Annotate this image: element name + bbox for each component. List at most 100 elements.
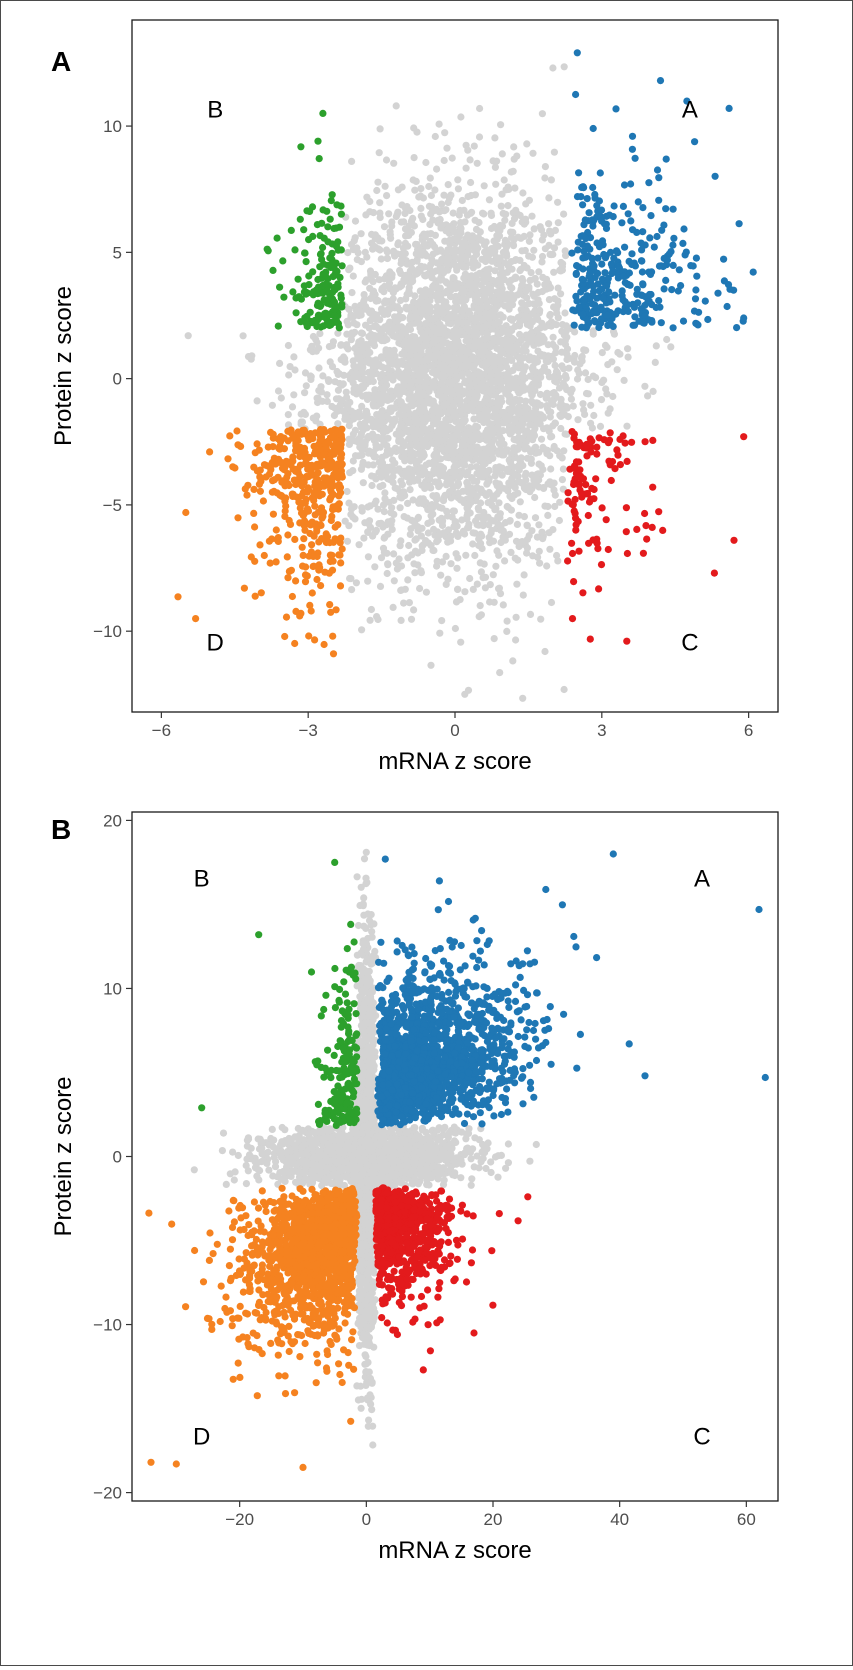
data-point-group-d <box>318 514 326 522</box>
data-point-group-c <box>568 549 577 558</box>
data-point-other <box>450 360 458 369</box>
data-point-other <box>576 360 584 368</box>
data-point-other <box>520 367 528 375</box>
data-point-other <box>440 362 448 370</box>
data-point-other <box>288 403 297 411</box>
data-point-group-a <box>646 234 654 242</box>
data-point-other <box>455 489 463 497</box>
data-point-group-c <box>572 526 580 534</box>
data-point-other <box>533 355 541 363</box>
data-point-group-d <box>283 553 291 561</box>
data-point-other <box>479 450 487 458</box>
data-point-group-c <box>604 439 613 447</box>
data-point-other <box>412 240 420 248</box>
data-point-group-b <box>291 246 299 254</box>
data-point-group-d <box>290 476 298 484</box>
data-point-group-c <box>571 495 579 504</box>
data-point-other <box>439 469 447 477</box>
data-point-other <box>464 481 472 489</box>
data-point-other <box>385 518 393 527</box>
data-point-group-d <box>291 639 299 648</box>
data-point-other <box>462 453 470 461</box>
data-point-other <box>535 521 543 529</box>
data-point-other <box>485 367 493 375</box>
data-point-group-a <box>612 105 620 113</box>
data-point-other <box>402 295 410 303</box>
data-point-group-a <box>639 280 647 288</box>
data-point-group-a <box>652 303 660 312</box>
data-point-other <box>384 560 392 568</box>
data-point-other <box>462 141 470 149</box>
data-point-group-a <box>679 239 687 247</box>
data-point-group-b <box>337 210 345 218</box>
data-point-group-a <box>631 313 639 321</box>
data-point-other <box>458 247 466 255</box>
data-point-group-a <box>680 225 688 233</box>
data-point-other <box>460 288 468 297</box>
data-point-group-d <box>292 467 300 475</box>
data-point-other <box>469 354 477 362</box>
data-point-other <box>350 237 358 245</box>
data-point-other <box>473 406 481 414</box>
data-point-other <box>455 473 463 481</box>
data-point-other <box>481 383 489 391</box>
data-point-other <box>554 219 562 227</box>
data-point-other <box>502 186 510 194</box>
data-point-group-a <box>704 315 712 324</box>
data-point-other <box>468 208 476 216</box>
data-point-other <box>449 484 457 492</box>
data-point-other <box>470 415 478 423</box>
data-point-group-a <box>610 202 618 210</box>
data-point-other <box>497 384 505 392</box>
data-point-other <box>376 335 384 343</box>
data-point-other <box>348 331 356 339</box>
data-point-other <box>529 149 537 157</box>
data-point-group-c <box>655 508 663 516</box>
data-point-group-d <box>256 487 264 495</box>
data-point-other <box>461 588 469 596</box>
data-point-other <box>369 532 377 540</box>
data-point-other <box>512 274 520 282</box>
data-point-other <box>541 163 550 171</box>
data-point-other <box>514 233 522 241</box>
data-point-group-b <box>320 296 328 304</box>
data-point-group-a <box>638 268 647 276</box>
data-point-group-a <box>603 282 611 290</box>
data-point-other <box>444 266 452 274</box>
data-point-group-a <box>657 262 665 270</box>
data-point-other <box>376 209 384 217</box>
data-point-other <box>495 551 503 559</box>
data-point-group-d <box>334 460 342 468</box>
data-point-group-d <box>226 432 234 440</box>
data-point-other <box>515 433 523 441</box>
data-point-other <box>481 398 489 406</box>
data-point-other <box>393 359 401 367</box>
data-point-group-a <box>589 124 597 133</box>
data-point-group-d <box>300 517 309 525</box>
data-point-other <box>444 181 452 189</box>
data-point-other <box>357 337 365 345</box>
data-point-other <box>556 402 564 410</box>
data-point-other <box>482 303 490 311</box>
data-point-other <box>309 414 317 422</box>
data-point-other <box>375 237 383 245</box>
data-point-other <box>406 486 414 494</box>
data-point-group-a <box>714 289 722 297</box>
data-point-other <box>470 362 478 370</box>
data-point-other <box>346 375 354 383</box>
data-point-other <box>344 345 352 353</box>
data-point-other <box>431 186 439 194</box>
data-point-other <box>408 258 416 266</box>
data-point-other <box>400 405 408 413</box>
data-point-other <box>600 376 608 384</box>
data-point-group-c <box>648 523 656 532</box>
data-point-other <box>362 391 370 399</box>
data-point-other <box>453 266 461 274</box>
data-point-other <box>312 347 320 355</box>
data-point-group-d <box>308 589 316 597</box>
data-point-other <box>345 499 353 507</box>
data-point-group-a <box>589 307 598 315</box>
data-point-group-d <box>260 551 268 560</box>
data-point-other <box>385 279 394 287</box>
data-point-group-a <box>693 272 701 280</box>
